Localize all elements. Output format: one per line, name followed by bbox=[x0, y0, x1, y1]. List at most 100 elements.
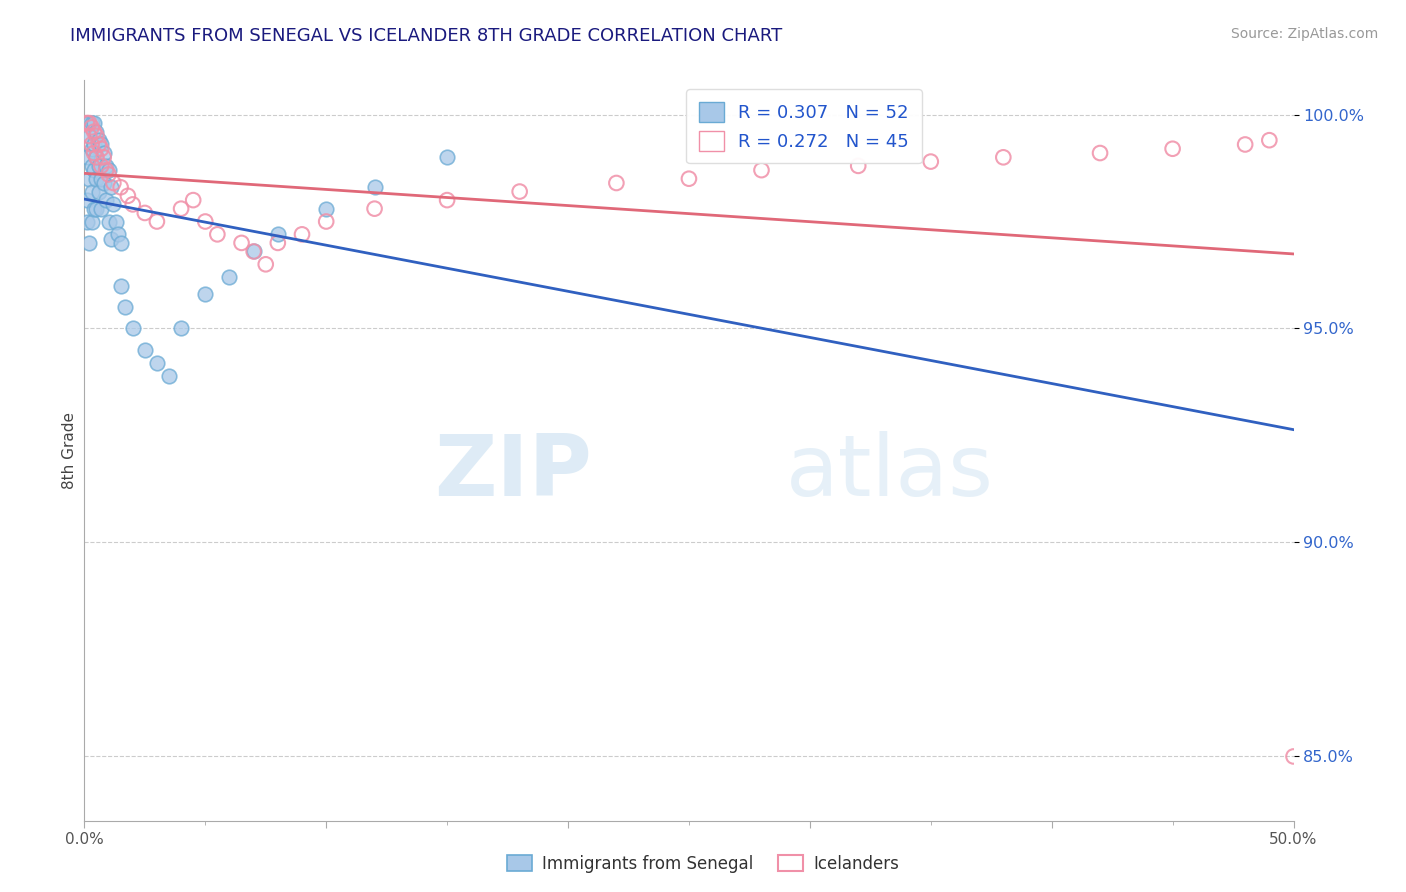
Legend: R = 0.307   N = 52, R = 0.272   N = 45: R = 0.307 N = 52, R = 0.272 N = 45 bbox=[686, 89, 922, 163]
Point bbox=[90, 142, 112, 156]
Point bbox=[87, 137, 110, 152]
Point bbox=[97, 163, 120, 178]
Point bbox=[100, 232, 122, 246]
Point bbox=[83, 146, 105, 161]
Point bbox=[315, 214, 337, 228]
Point bbox=[86, 125, 108, 139]
Point bbox=[87, 159, 110, 173]
Point bbox=[83, 163, 105, 178]
Point bbox=[77, 128, 100, 143]
Point bbox=[93, 150, 115, 164]
Point bbox=[103, 197, 125, 211]
Point bbox=[1258, 133, 1281, 147]
Point bbox=[93, 176, 115, 190]
Point bbox=[605, 176, 627, 190]
Point bbox=[157, 368, 180, 383]
Point bbox=[80, 159, 103, 173]
Point bbox=[117, 189, 139, 203]
Point bbox=[100, 180, 122, 194]
Point bbox=[110, 180, 132, 194]
Point bbox=[77, 171, 100, 186]
Point bbox=[80, 214, 103, 228]
Point bbox=[920, 154, 942, 169]
Point bbox=[97, 168, 120, 182]
Point bbox=[76, 214, 98, 228]
Point bbox=[242, 244, 264, 259]
Point bbox=[121, 321, 143, 335]
Point bbox=[170, 202, 193, 216]
Point bbox=[76, 150, 98, 164]
Point bbox=[194, 214, 217, 228]
Point bbox=[90, 171, 112, 186]
Point bbox=[114, 300, 136, 314]
Point bbox=[80, 137, 103, 152]
Point bbox=[80, 116, 103, 130]
Text: ZIP: ZIP bbox=[434, 431, 592, 514]
Point bbox=[86, 150, 108, 164]
Point bbox=[86, 202, 108, 216]
Point bbox=[94, 193, 117, 207]
Point bbox=[1088, 146, 1111, 161]
Point bbox=[77, 116, 100, 130]
Point bbox=[254, 257, 277, 271]
Point bbox=[218, 270, 240, 285]
Point bbox=[363, 202, 385, 216]
Point bbox=[83, 202, 105, 216]
Point bbox=[363, 180, 385, 194]
Point bbox=[83, 125, 105, 139]
Point bbox=[103, 176, 125, 190]
Point bbox=[77, 235, 100, 250]
Point bbox=[134, 206, 156, 220]
Legend: Immigrants from Senegal, Icelanders: Immigrants from Senegal, Icelanders bbox=[501, 848, 905, 880]
Point bbox=[242, 244, 264, 259]
Point bbox=[267, 227, 290, 242]
Point bbox=[86, 171, 108, 186]
Point bbox=[146, 356, 169, 370]
Point bbox=[315, 202, 337, 216]
Point bbox=[110, 235, 132, 250]
Point bbox=[110, 278, 132, 293]
Point bbox=[86, 128, 108, 143]
Point bbox=[231, 235, 253, 250]
Point bbox=[509, 185, 531, 199]
Point bbox=[94, 159, 117, 173]
Point bbox=[77, 128, 100, 143]
Point bbox=[107, 227, 129, 242]
Point bbox=[207, 227, 229, 242]
Point bbox=[1282, 749, 1305, 764]
Point bbox=[90, 137, 112, 152]
Point bbox=[993, 150, 1015, 164]
Point bbox=[83, 137, 105, 152]
Point bbox=[76, 193, 98, 207]
Text: atlas: atlas bbox=[786, 431, 994, 514]
Point bbox=[77, 116, 100, 130]
Point bbox=[80, 120, 103, 135]
Point bbox=[104, 214, 127, 228]
Point bbox=[90, 202, 112, 216]
Point bbox=[751, 163, 773, 178]
Y-axis label: 8th Grade: 8th Grade bbox=[62, 412, 77, 489]
Point bbox=[80, 142, 103, 156]
Point bbox=[76, 116, 98, 130]
Point bbox=[146, 214, 169, 228]
Point bbox=[1234, 137, 1257, 152]
Point bbox=[83, 116, 105, 130]
Point bbox=[291, 227, 314, 242]
Point bbox=[181, 193, 204, 207]
Text: IMMIGRANTS FROM SENEGAL VS ICELANDER 8TH GRADE CORRELATION CHART: IMMIGRANTS FROM SENEGAL VS ICELANDER 8TH… bbox=[70, 27, 783, 45]
Point bbox=[97, 214, 120, 228]
Point bbox=[86, 150, 108, 164]
Point bbox=[1161, 142, 1184, 156]
Point bbox=[134, 343, 156, 357]
Point bbox=[267, 235, 290, 250]
Point bbox=[87, 185, 110, 199]
Point bbox=[94, 163, 117, 178]
Point bbox=[194, 287, 217, 301]
Point bbox=[678, 171, 700, 186]
Point bbox=[170, 321, 193, 335]
Point bbox=[846, 159, 869, 173]
Point bbox=[93, 146, 115, 161]
Text: Source: ZipAtlas.com: Source: ZipAtlas.com bbox=[1230, 27, 1378, 41]
Point bbox=[436, 150, 458, 164]
Point bbox=[87, 133, 110, 147]
